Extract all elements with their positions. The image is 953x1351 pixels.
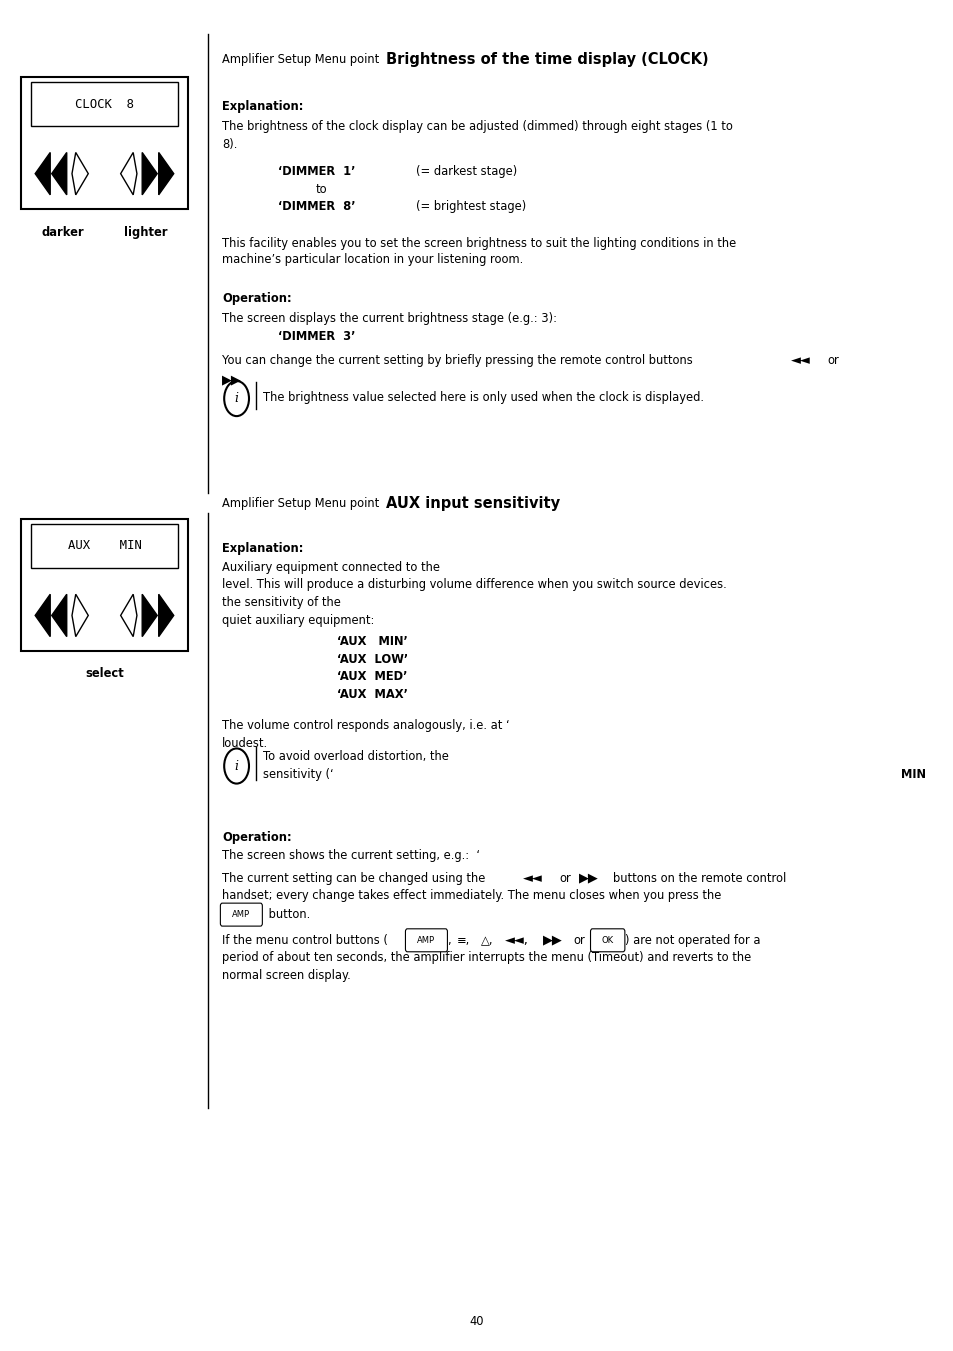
Text: ‘AUX  MAX’: ‘AUX MAX’ — [336, 688, 407, 701]
Text: ◄◄: ◄◄ — [790, 354, 810, 367]
Text: ‘AUX  MED’: ‘AUX MED’ — [336, 670, 407, 684]
Text: lighter: lighter — [124, 226, 168, 239]
Text: buttons on the remote control: buttons on the remote control — [613, 871, 786, 885]
Text: AMP: AMP — [233, 911, 250, 919]
Text: △,: △, — [480, 934, 493, 947]
Text: loudest.: loudest. — [222, 736, 268, 750]
Polygon shape — [35, 153, 51, 195]
Text: period of about ten seconds, the amplifier interrupts the menu (Timeout) and rev: period of about ten seconds, the amplifi… — [222, 951, 751, 965]
Text: (= brightest stage): (= brightest stage) — [416, 200, 526, 213]
Text: ◄◄: ◄◄ — [522, 871, 542, 885]
Text: The volume control responds analogously, i.e. at ‘: The volume control responds analogously,… — [222, 719, 509, 732]
Text: ‘AUX   MIN’: ‘AUX MIN’ — [336, 635, 407, 648]
Text: 8).: 8). — [222, 138, 237, 151]
Polygon shape — [142, 153, 157, 195]
Text: quiet auxiliary equipment:: quiet auxiliary equipment: — [222, 613, 375, 627]
FancyBboxPatch shape — [590, 929, 624, 952]
Text: or: or — [573, 934, 584, 947]
Text: or: or — [558, 871, 570, 885]
Text: sensitivity (‘: sensitivity (‘ — [263, 767, 334, 781]
Text: The brightness of the clock display can be adjusted (dimmed) through eight stage: The brightness of the clock display can … — [222, 120, 733, 134]
Text: 40: 40 — [469, 1315, 484, 1328]
Polygon shape — [158, 153, 173, 195]
Text: AUX input sensitivity: AUX input sensitivity — [386, 496, 560, 512]
Text: Auxiliary equipment connected to the: Auxiliary equipment connected to the — [222, 561, 443, 574]
Polygon shape — [51, 153, 67, 195]
FancyBboxPatch shape — [220, 902, 262, 927]
Polygon shape — [30, 524, 177, 567]
Text: Explanation:: Explanation: — [222, 100, 303, 113]
Text: ▶▶: ▶▶ — [578, 871, 598, 885]
Text: ◄◄,: ◄◄, — [504, 934, 528, 947]
Polygon shape — [142, 594, 157, 636]
Text: The screen shows the current setting, e.g.:  ‘: The screen shows the current setting, e.… — [222, 848, 479, 862]
Text: The current setting can be changed using the: The current setting can be changed using… — [222, 871, 485, 885]
Text: Operation:: Operation: — [222, 292, 292, 305]
Text: AUX    MIN: AUX MIN — [68, 539, 141, 553]
Text: i: i — [234, 759, 238, 773]
Text: OK: OK — [601, 936, 613, 944]
Text: Brightness of the time display (CLOCK): Brightness of the time display (CLOCK) — [386, 51, 708, 68]
Text: Explanation:: Explanation: — [222, 542, 303, 555]
FancyBboxPatch shape — [405, 929, 447, 952]
Text: AMP: AMP — [417, 936, 435, 944]
Text: to: to — [315, 182, 327, 196]
Text: CLOCK  8: CLOCK 8 — [75, 97, 133, 111]
Text: Amplifier Setup Menu point: Amplifier Setup Menu point — [222, 53, 386, 66]
Text: ‘DIMMER  3’: ‘DIMMER 3’ — [277, 330, 355, 343]
Text: If the menu control buttons (: If the menu control buttons ( — [222, 934, 388, 947]
Text: (= darkest stage): (= darkest stage) — [416, 165, 517, 178]
Text: You can change the current setting by briefly pressing the remote control button: You can change the current setting by br… — [222, 354, 692, 367]
Text: ,: , — [447, 934, 451, 947]
Text: handset; every change takes effect immediately. The menu closes when you press t: handset; every change takes effect immed… — [222, 889, 720, 902]
Text: Amplifier Setup Menu point: Amplifier Setup Menu point — [222, 497, 386, 511]
Text: darker: darker — [41, 226, 84, 239]
Polygon shape — [21, 77, 188, 209]
Text: or: or — [826, 354, 838, 367]
Polygon shape — [35, 594, 51, 636]
Polygon shape — [30, 82, 177, 126]
Text: select: select — [85, 667, 124, 681]
Text: normal screen display.: normal screen display. — [222, 969, 351, 982]
Polygon shape — [158, 594, 173, 636]
Polygon shape — [21, 519, 188, 651]
Text: machine’s particular location in your listening room.: machine’s particular location in your li… — [222, 253, 523, 266]
Text: i: i — [234, 392, 238, 405]
Text: This facility enables you to set the screen brightness to suit the lighting cond: This facility enables you to set the scr… — [222, 236, 736, 250]
Text: ‘DIMMER  1’: ‘DIMMER 1’ — [277, 165, 355, 178]
Text: ▶▶: ▶▶ — [542, 934, 562, 947]
Polygon shape — [51, 594, 67, 636]
Text: Operation:: Operation: — [222, 831, 292, 844]
Text: The screen displays the current brightness stage (e.g.: 3):: The screen displays the current brightne… — [222, 312, 557, 326]
Text: ‘DIMMER  8’: ‘DIMMER 8’ — [277, 200, 355, 213]
Text: ≡,: ≡, — [456, 934, 470, 947]
Text: ) are not operated for a: ) are not operated for a — [624, 934, 760, 947]
Text: the sensitivity of the: the sensitivity of the — [222, 596, 344, 609]
Text: ▶▶.: ▶▶. — [222, 373, 246, 386]
Text: MIN: MIN — [900, 767, 924, 781]
Text: ‘AUX  LOW’: ‘AUX LOW’ — [336, 653, 408, 666]
Text: The brightness value selected here is only used when the clock is displayed.: The brightness value selected here is on… — [263, 390, 703, 404]
Text: button.: button. — [265, 908, 310, 921]
Text: level. This will produce a disturbing volume difference when you switch source d: level. This will produce a disturbing vo… — [222, 578, 726, 592]
Text: To avoid overload distortion, the: To avoid overload distortion, the — [263, 750, 453, 763]
